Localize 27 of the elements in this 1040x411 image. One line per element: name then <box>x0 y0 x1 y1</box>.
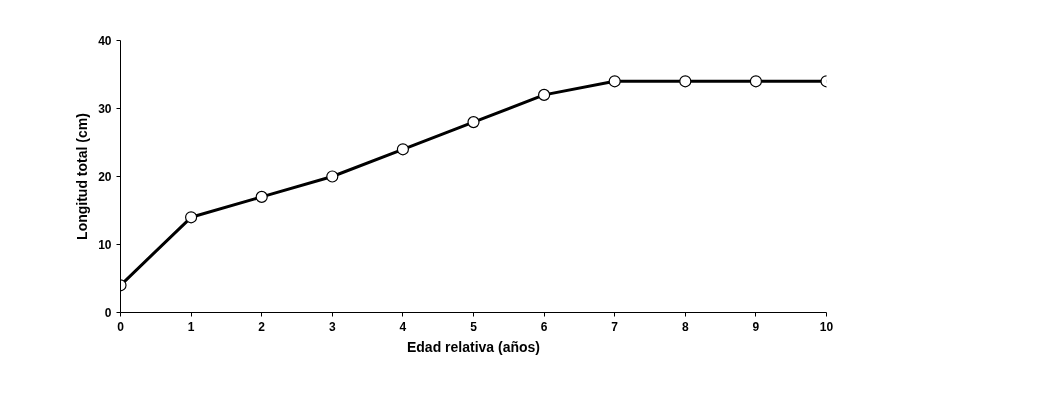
x-tick-label: 8 <box>681 319 689 334</box>
x-tick-label: 0 <box>117 319 125 334</box>
y-tick-label: 30 <box>98 102 112 116</box>
point <box>538 88 551 101</box>
x-tick-label: 1 <box>187 319 195 334</box>
x-tick-label: 9 <box>752 319 760 334</box>
x-axis-title: Edad relativa (años) <box>406 338 541 355</box>
y-tick-label: 10 <box>98 238 112 252</box>
point <box>396 143 409 156</box>
point <box>608 75 621 88</box>
x-tick-label: 2 <box>258 319 266 334</box>
x-tick-label: 10 <box>819 319 834 334</box>
point <box>467 116 480 129</box>
point <box>679 75 692 88</box>
y-axis-title: Longitud total (cm) <box>74 113 91 240</box>
y-tick-label: 40 <box>98 34 112 48</box>
x-tick-label: 4 <box>399 319 407 334</box>
x-tick-label: 3 <box>328 319 336 334</box>
x-tick-label: 7 <box>611 319 619 334</box>
point <box>255 190 268 203</box>
y-tick-label: 0 <box>104 306 112 320</box>
y-tick-label: 20 <box>98 170 112 184</box>
point <box>749 75 762 88</box>
x-tick-label: 6 <box>540 319 548 334</box>
point <box>326 170 339 183</box>
point <box>185 211 198 224</box>
x-tick-label: 5 <box>470 319 478 334</box>
